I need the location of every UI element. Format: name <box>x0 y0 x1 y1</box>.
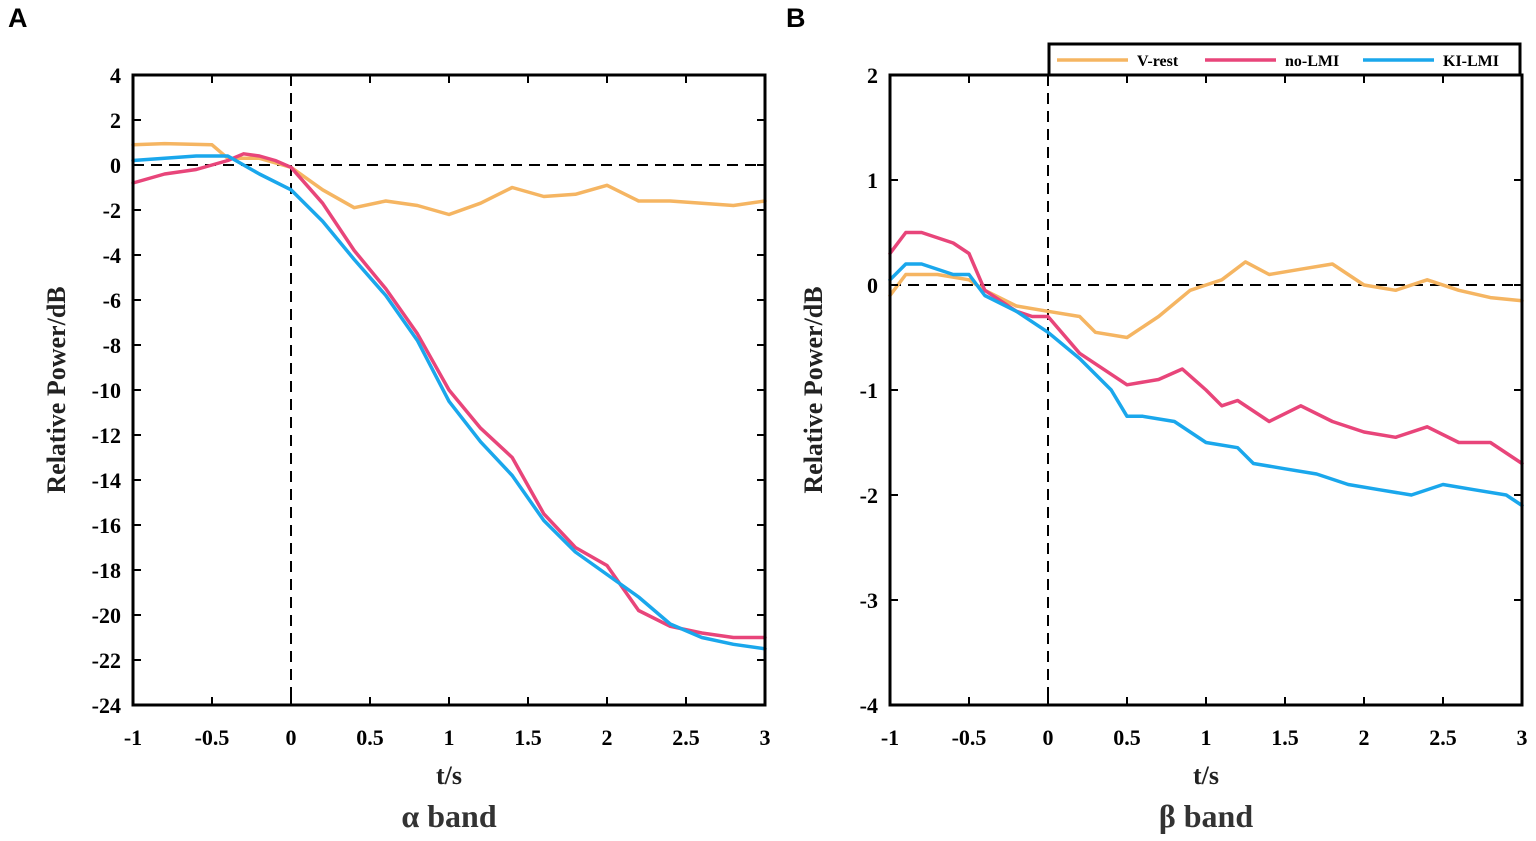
x-tick-label: 1.5 <box>1271 725 1299 750</box>
series-line-v-rest <box>131 141 767 217</box>
series-line-no-lmi <box>888 230 1524 466</box>
y-tick-label: -6 <box>103 288 121 313</box>
panel-letter-b: B <box>786 3 806 33</box>
y-tick-label: -12 <box>92 423 121 448</box>
x-tick-label: 2.5 <box>1429 725 1457 750</box>
chart-subtitle: α band <box>401 798 496 834</box>
y-tick-label: -24 <box>92 693 121 718</box>
y-tick-label: -14 <box>92 468 121 493</box>
y-tick-label: -2 <box>860 483 878 508</box>
y-axis-label: Relative Power/dB <box>42 286 71 493</box>
legend-label-no-lmi: no-LMI <box>1285 53 1339 70</box>
y-tick-label: -4 <box>103 243 121 268</box>
y-tick-label: 0 <box>110 153 121 178</box>
x-tick-label: 1 <box>1201 725 1212 750</box>
y-tick-label: 0 <box>867 273 878 298</box>
y-tick-label: 4 <box>110 63 121 88</box>
y-tick-label: 2 <box>867 63 878 88</box>
series-line-no-lmi <box>131 152 767 640</box>
series-line-v-rest <box>888 260 1524 340</box>
x-tick-label: 1 <box>444 725 455 750</box>
y-tick-label: -1 <box>860 378 878 403</box>
y-tick-label: 1 <box>867 168 878 193</box>
y-axis-label: Relative Power/dB <box>799 286 828 493</box>
legend-label-ki-lmi: KI-LMI <box>1443 53 1499 70</box>
x-tick-label: 3 <box>760 725 771 750</box>
x-tick-label: 3 <box>1517 725 1528 750</box>
legend-label-v-rest: V-rest <box>1137 53 1179 70</box>
x-tick-label: -0.5 <box>195 725 230 750</box>
x-tick-label: 0.5 <box>356 725 384 750</box>
x-tick-label: 0 <box>1043 725 1054 750</box>
y-tick-label: 2 <box>110 108 121 133</box>
x-tick-label: 2 <box>1359 725 1370 750</box>
y-tick-label: -20 <box>92 603 121 628</box>
y-tick-label: -4 <box>860 693 878 718</box>
y-tick-label: -8 <box>103 333 121 358</box>
x-axis-label: t/s <box>1193 761 1219 790</box>
x-tick-label: -0.5 <box>952 725 987 750</box>
x-tick-label: 0.5 <box>1113 725 1141 750</box>
legend: V-rest no-LMI KI-LMI <box>1047 42 1522 77</box>
x-tick-label: -1 <box>124 725 142 750</box>
y-tick-label: -18 <box>92 558 121 583</box>
chart-alpha-band: -1 -0.5 0 0.5 1 1.5 2 2.5 3 4 2 0 -2 -4 -6 -8 -10 -12 -14 -… <box>42 63 771 834</box>
y-tick-label: -22 <box>92 648 121 673</box>
chart-subtitle: β band <box>1159 798 1253 834</box>
series-line-ki-lmi <box>131 154 767 651</box>
y-tick-label: -10 <box>92 378 121 403</box>
panel-letter-a: A <box>8 3 28 33</box>
chart-beta-band: -1 -0.5 0 0.5 1 1.5 2 2.5 3 2 1 0 -1 -2 -3 -4 t/s Relativ… <box>799 42 1528 834</box>
y-tick-label: -3 <box>860 588 878 613</box>
y-tick-label: -2 <box>103 198 121 223</box>
x-tick-label: 0 <box>286 725 297 750</box>
x-tick-label: 2 <box>602 725 613 750</box>
x-tick-label: -1 <box>881 725 899 750</box>
y-tick-label: -16 <box>92 513 121 538</box>
series-line-ki-lmi <box>888 262 1524 508</box>
x-axis-label: t/s <box>436 761 462 790</box>
x-tick-label: 2.5 <box>672 725 700 750</box>
x-tick-label: 1.5 <box>514 725 542 750</box>
